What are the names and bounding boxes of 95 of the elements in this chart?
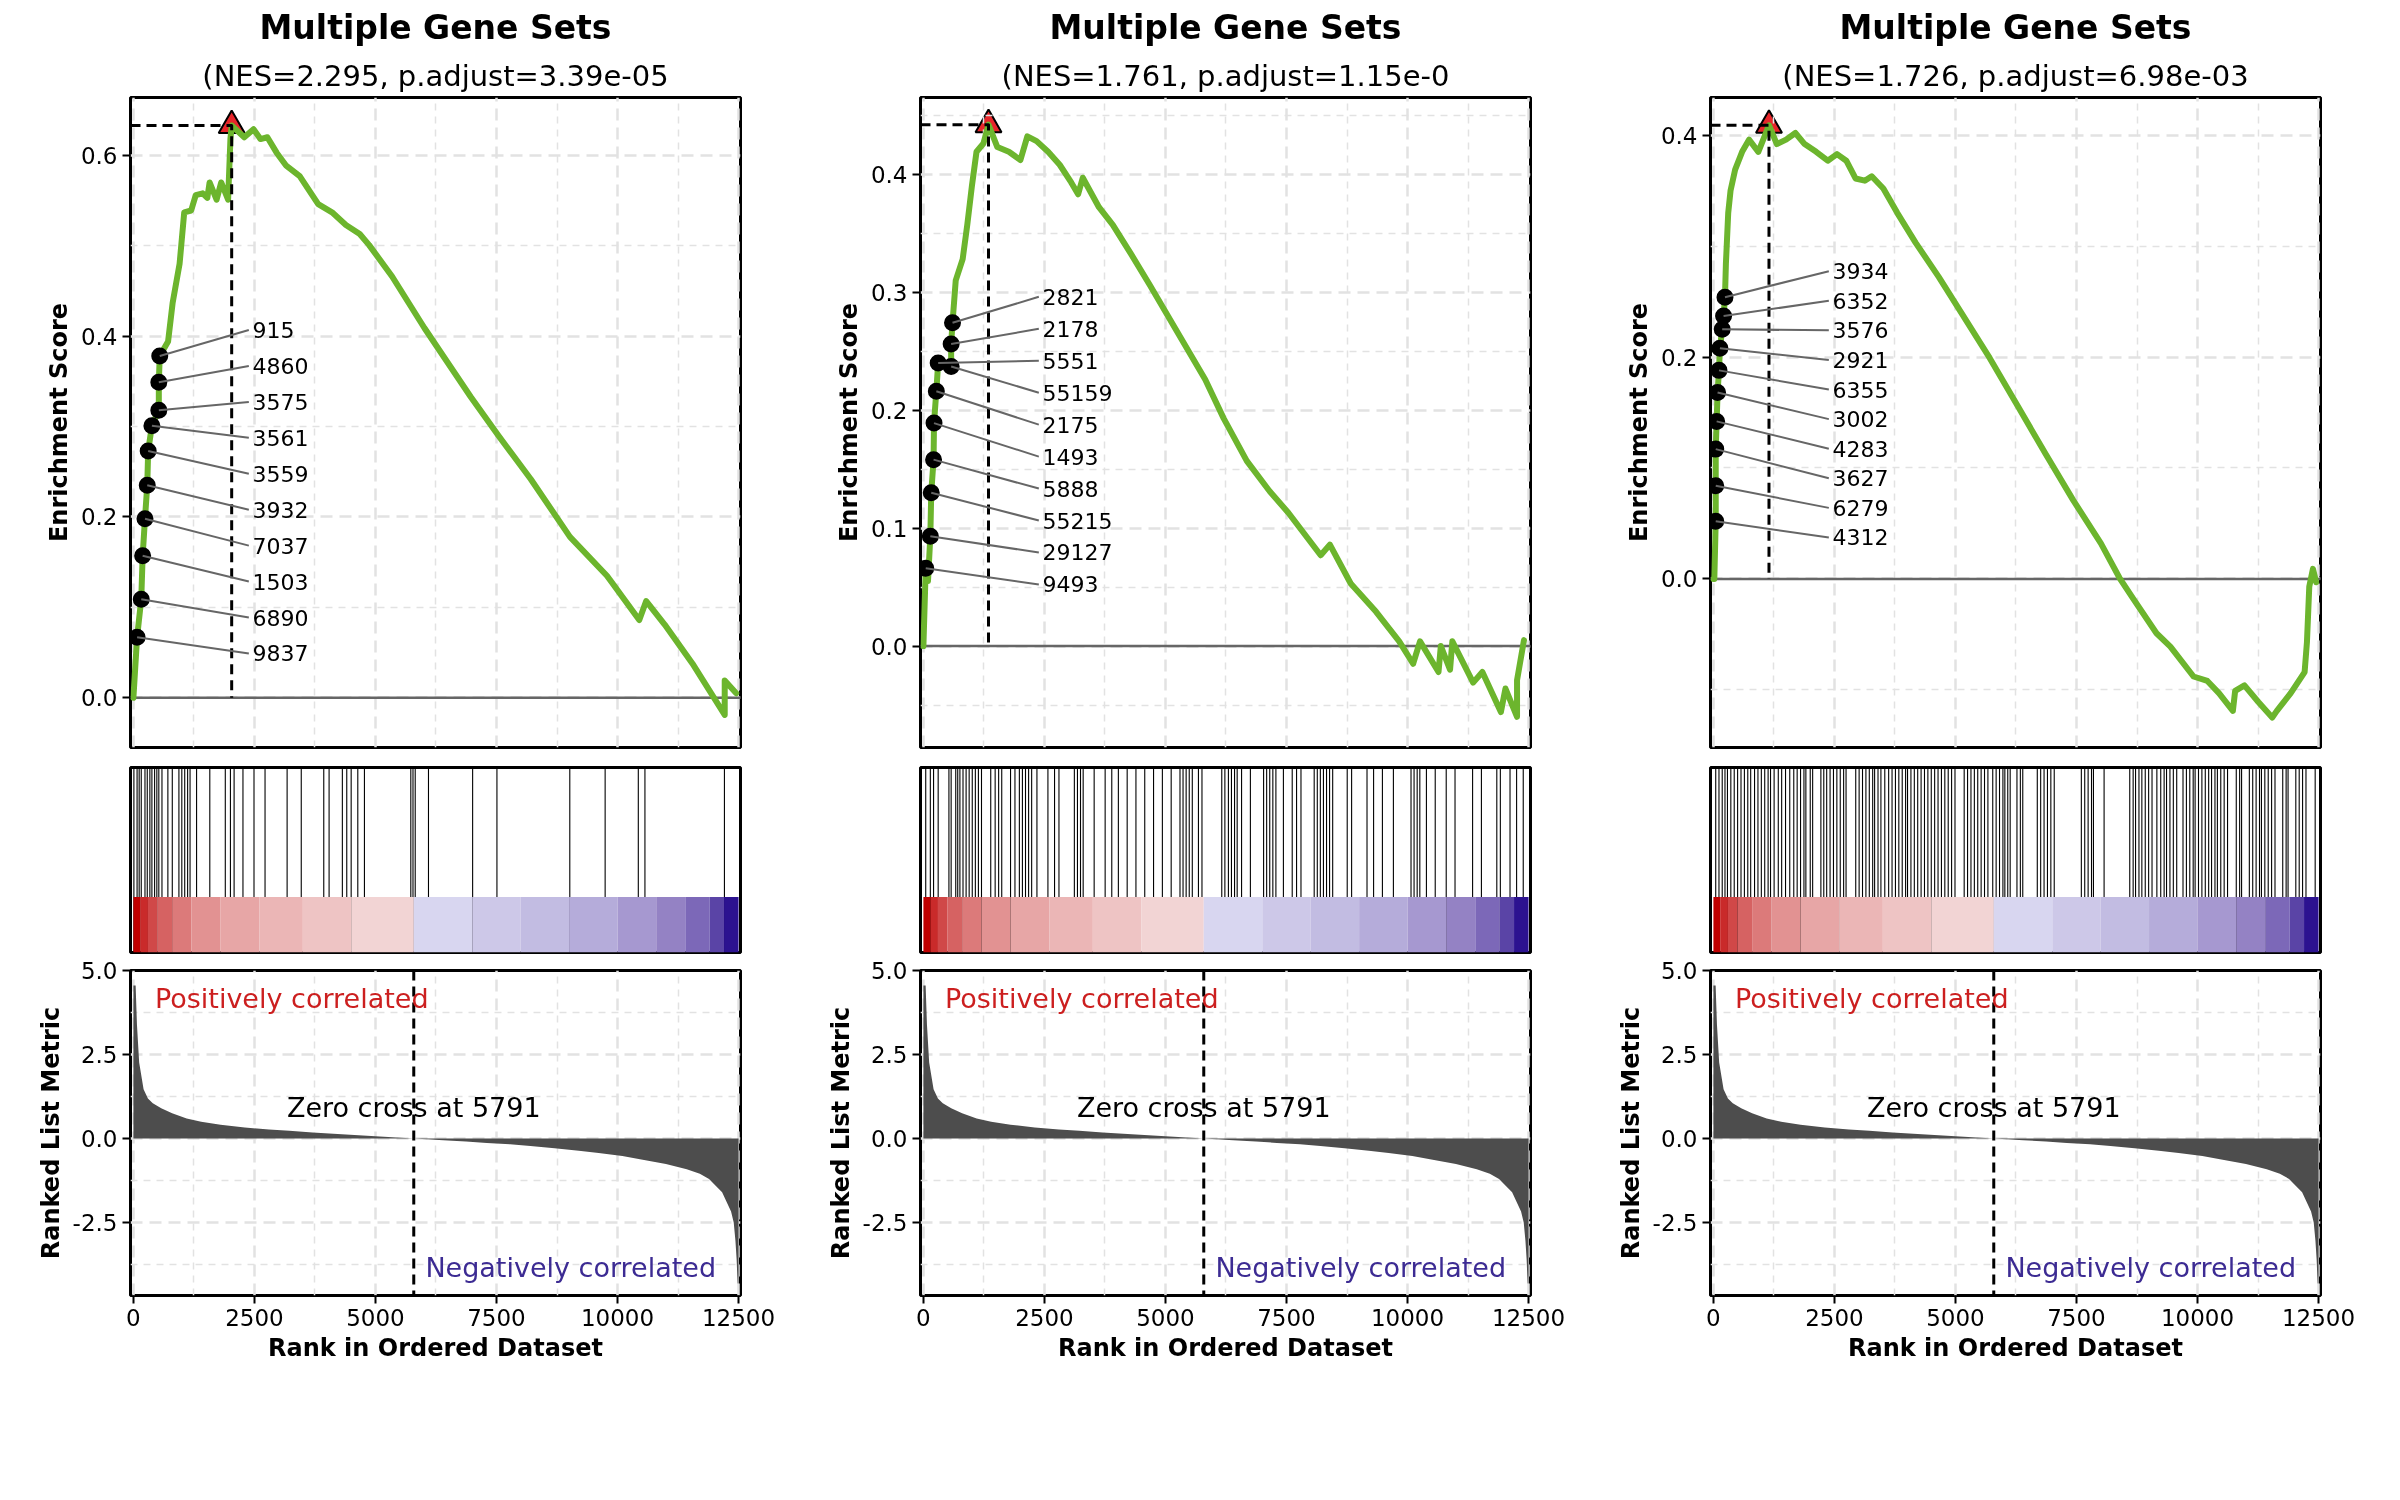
x-tick-label: 10000 <box>2160 1304 2235 1331</box>
x-tick-label: 2500 <box>225 1304 284 1331</box>
y-tick-label: 0.4 <box>1660 122 1698 149</box>
y-axis-title: Enrichment Score <box>1624 302 1653 543</box>
annotation: Negatively correlated <box>2005 1252 2297 1284</box>
y-tick-label: 0.3 <box>870 279 908 306</box>
x-tick-label: 0 <box>1706 1304 1721 1331</box>
chart-subtitle: (NES=1.761, p.adjust=1.15e-0 <box>1001 58 1450 93</box>
x-tick-label: 12500 <box>1491 1304 1566 1331</box>
y-axis-title: Enrichment Score <box>44 302 73 543</box>
x-axis-title: Rank in Ordered Dataset <box>1848 1333 2183 1362</box>
y-tick-label: 0.6 <box>80 142 118 169</box>
annotation: 3561 <box>252 425 309 451</box>
x-tick-label: 5000 <box>1926 1304 1985 1331</box>
annotation: 2175 <box>1042 412 1099 438</box>
annotation: Positively correlated <box>154 982 429 1014</box>
x-tick-label: 12500 <box>701 1304 776 1331</box>
y-tick-label: 2.5 <box>80 1042 118 1069</box>
annotation: 3575 <box>252 389 309 415</box>
ref-line-label: Zero cross at 5791 <box>1866 1091 2121 1123</box>
y-tick-label: 0.0 <box>80 1126 118 1153</box>
annotation: 6279 <box>1832 495 1889 521</box>
annotation: 4312 <box>1832 525 1889 551</box>
ref-line-label: Zero cross at 5791 <box>286 1091 541 1123</box>
y-tick-label: 0.4 <box>80 323 118 350</box>
x-tick-label: 5000 <box>1136 1304 1195 1331</box>
x-tick-label: 5000 <box>346 1304 405 1331</box>
annotation: 29127 <box>1042 540 1113 566</box>
x-axis-title: Rank in Ordered Dataset <box>268 1333 603 1362</box>
y-tick-label: 0.0 <box>1660 566 1698 593</box>
annotation: 3576 <box>1832 318 1889 344</box>
annotation: 915 <box>252 318 295 344</box>
y-axis-title: Ranked List Metric <box>36 1006 65 1260</box>
x-tick-label: 0 <box>916 1304 931 1331</box>
y-tick-label: 0.2 <box>1660 344 1698 371</box>
annotation: Positively correlated <box>1734 982 2009 1014</box>
annotation: 3932 <box>252 497 309 523</box>
annotation: 6890 <box>252 605 309 631</box>
annotation: 4860 <box>252 353 309 379</box>
x-tick-label: 10000 <box>580 1304 655 1331</box>
annotation: 3559 <box>252 461 309 487</box>
y-tick-label: 2.5 <box>870 1042 908 1069</box>
chart-title: Multiple Gene Sets <box>1049 7 1402 47</box>
y-axis-title: Ranked List Metric <box>826 1006 855 1260</box>
x-tick-label: 12500 <box>2281 1304 2356 1331</box>
annotation: 3627 <box>1832 466 1889 492</box>
y-axis-title: Enrichment Score <box>834 302 863 543</box>
x-tick-label: 2500 <box>1015 1304 1074 1331</box>
annotation: 1493 <box>1042 444 1099 470</box>
chart-subtitle: (NES=1.726, p.adjust=6.98e-03 <box>1782 58 2249 93</box>
annotation: Negatively correlated <box>1215 1252 1507 1284</box>
annotation: 5551 <box>1042 348 1099 374</box>
annotation: 2178 <box>1042 316 1099 342</box>
annotation: 55215 <box>1042 508 1113 534</box>
y-tick-label: 2.5 <box>1660 1042 1698 1069</box>
annotation: 3934 <box>1832 259 1889 285</box>
x-tick-label: 0 <box>126 1304 141 1331</box>
annotation: 5888 <box>1042 476 1099 502</box>
y-tick-label: 0.4 <box>870 161 908 188</box>
annotation: 1503 <box>252 569 309 595</box>
x-tick-label: 7500 <box>467 1304 526 1331</box>
annotation: 9493 <box>1042 572 1099 598</box>
annotation: Negatively correlated <box>425 1252 717 1284</box>
y-axis-title: Ranked List Metric <box>1616 1006 1645 1260</box>
annotation: 55159 <box>1042 380 1113 406</box>
y-tick-label: 0.0 <box>1660 1126 1698 1153</box>
y-tick-label: -2.5 <box>1652 1210 1698 1237</box>
x-tick-label: 7500 <box>2047 1304 2106 1331</box>
annotation: 9837 <box>252 641 309 667</box>
x-tick-label: 10000 <box>1370 1304 1445 1331</box>
y-tick-label: -2.5 <box>862 1210 908 1237</box>
y-tick-label: 0.0 <box>870 1126 908 1153</box>
y-tick-label: 0.2 <box>80 504 118 531</box>
x-axis-title: Rank in Ordered Dataset <box>1058 1333 1393 1362</box>
annotation: 2821 <box>1042 284 1099 310</box>
annotation: 3002 <box>1832 407 1889 433</box>
annotation: 6355 <box>1832 377 1889 403</box>
annotation: 4283 <box>1832 436 1889 462</box>
y-tick-label: 5.0 <box>870 958 908 984</box>
annotation: 2921 <box>1832 347 1889 373</box>
chart-title: Multiple Gene Sets <box>259 7 612 47</box>
y-tick-label: 0.2 <box>870 397 908 424</box>
y-tick-label: 0.0 <box>870 633 908 660</box>
y-tick-label: 5.0 <box>80 958 118 984</box>
y-tick-label: -2.5 <box>72 1210 118 1237</box>
y-tick-label: 5.0 <box>1660 958 1698 984</box>
x-tick-label: 7500 <box>1257 1304 1316 1331</box>
ref-line-label: Zero cross at 5791 <box>1076 1091 1331 1123</box>
annotation: Positively correlated <box>944 982 1219 1014</box>
annotation: 7037 <box>252 533 309 559</box>
chart-subtitle: (NES=2.295, p.adjust=3.39e-05 <box>202 58 669 93</box>
y-tick-label: 0.1 <box>870 515 908 542</box>
annotation: 6352 <box>1832 288 1889 314</box>
x-tick-label: 2500 <box>1805 1304 1864 1331</box>
chart-title: Multiple Gene Sets <box>1839 7 2192 47</box>
